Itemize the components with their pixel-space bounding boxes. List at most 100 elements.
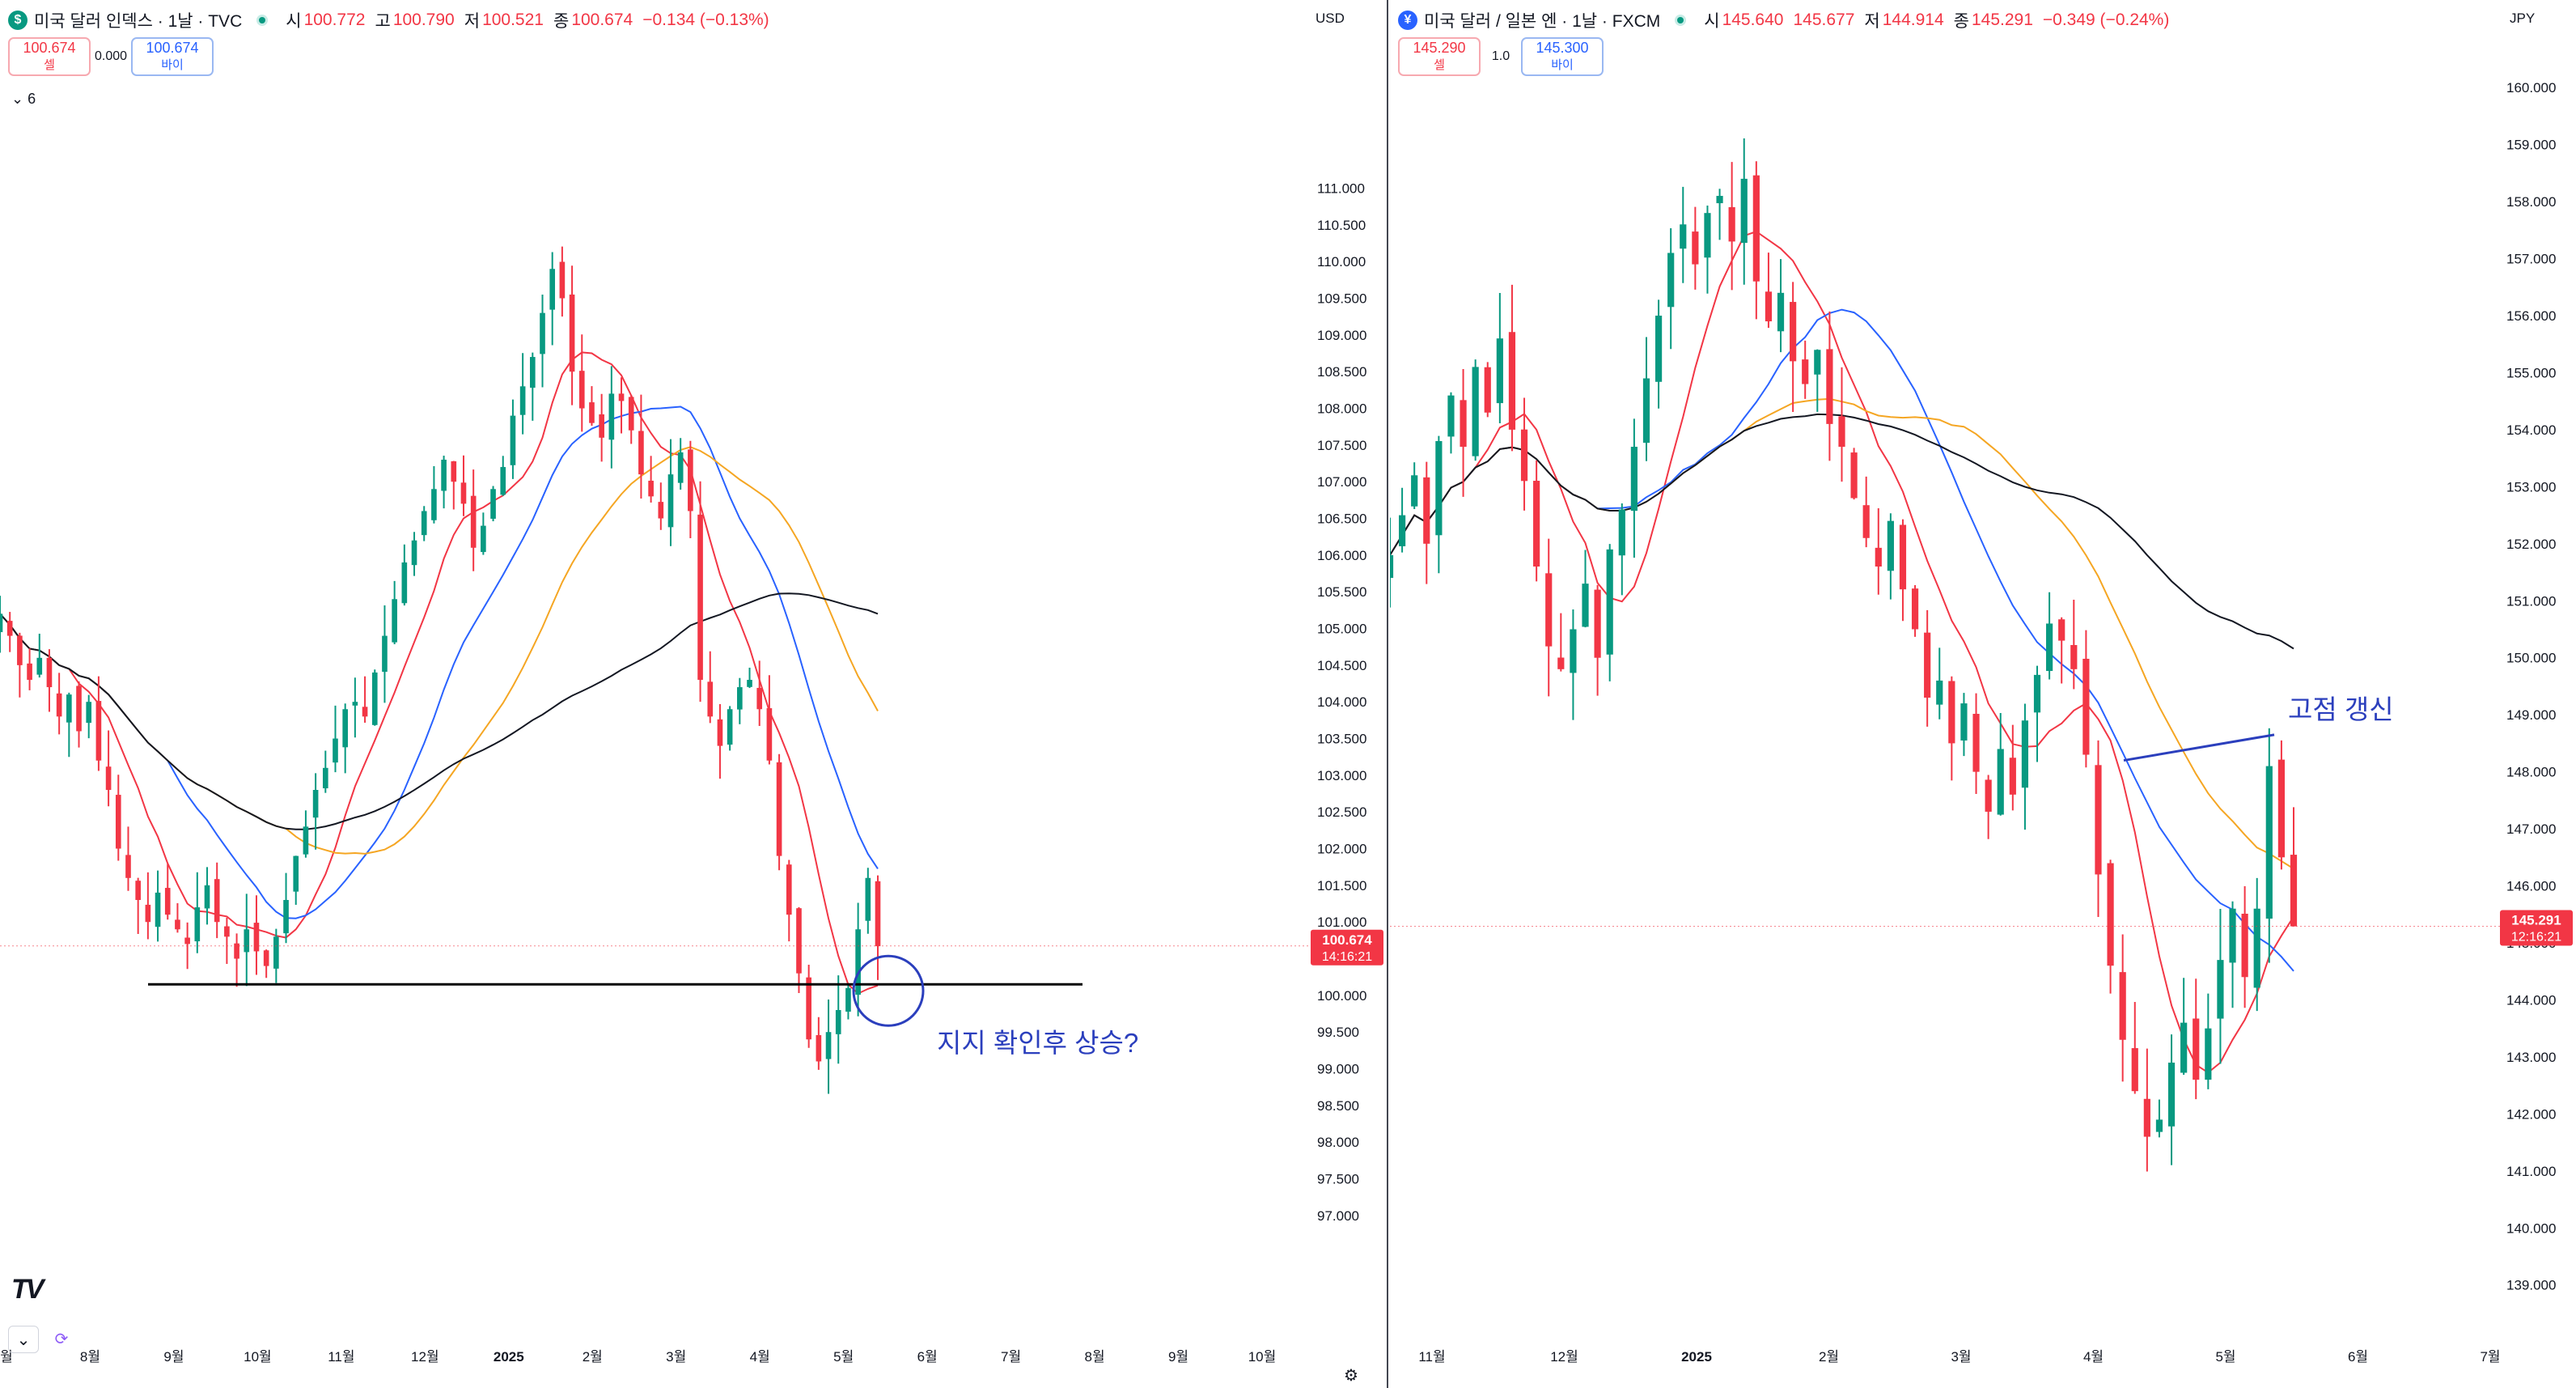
candle: [1496, 292, 1503, 424]
candle: [263, 949, 269, 978]
new-high-annotation[interactable]: 고점 갱신: [2288, 694, 2394, 724]
symbol-title[interactable]: 미국 달러 / 일본 엔 · 1날 · FXCM: [1424, 12, 1661, 31]
y-axis-tick-label: 159.000: [2506, 138, 2556, 153]
sell-button[interactable]: 145.290 셀: [1398, 37, 1481, 76]
candle-body: [352, 702, 358, 706]
sell-button[interactable]: 100.674 셀: [8, 37, 91, 76]
candle-body: [1704, 213, 1711, 258]
candle-body: [95, 701, 102, 761]
candle: [0, 596, 3, 653]
candle: [1472, 359, 1479, 461]
candle-body: [1630, 447, 1638, 511]
last-price-tag: [1311, 929, 1383, 966]
y-axis-tick-label: 139.000: [2506, 1278, 2556, 1293]
candle: [529, 352, 536, 421]
spread-value: 0.000: [94, 49, 128, 63]
candle: [1997, 712, 2004, 816]
candle: [707, 651, 714, 724]
tradingview-logo-icon[interactable]: TV: [11, 1274, 44, 1305]
candle-body: [578, 371, 585, 409]
candle-body: [1924, 632, 1931, 698]
settings-gear-icon[interactable]: ⚙: [1344, 1366, 1358, 1385]
sync-icon[interactable]: ⟳: [54, 1330, 69, 1348]
candle: [677, 438, 684, 490]
candle: [2046, 592, 2053, 680]
candle-body: [776, 762, 782, 856]
y-axis-tick-label: 100.000: [1317, 988, 1366, 1004]
candle-body: [559, 261, 566, 299]
last-price-tag-text: 100.674: [1322, 932, 1372, 948]
candle: [845, 984, 851, 1020]
candle-body: [1692, 231, 1699, 265]
quote-widget: 145.290 셀 1.0 145.300 바이: [1398, 37, 1604, 76]
candle-body: [27, 663, 32, 680]
candle-body: [1582, 584, 1589, 627]
countdown-tag-text: 14:16:21: [1322, 950, 1372, 964]
candle-body: [263, 950, 269, 966]
candle: [1777, 259, 1785, 353]
candle: [2241, 885, 2248, 1008]
candle: [2193, 978, 2200, 1100]
y-axis-tick-label: 101.000: [1317, 915, 1366, 930]
usdjpy-chart-panel[interactable]: 139.000 140.000 141.000 142.000 143.000 144.0…: [1390, 0, 2576, 1388]
currency-button[interactable]: JPY: [2510, 11, 2536, 26]
candle-body: [1899, 524, 1907, 590]
indicators-toggle[interactable]: ⌄ 6: [11, 91, 36, 108]
candle: [382, 605, 388, 703]
candle: [451, 461, 457, 510]
candle-body: [371, 672, 378, 725]
moving-average-line-ma20: [0, 351, 879, 995]
candle-body: [1826, 349, 1833, 424]
close-label: 종: [553, 12, 570, 31]
candle: [1960, 693, 1968, 757]
candle-body: [766, 708, 773, 761]
candle: [1899, 519, 1907, 622]
dxy-chart-panel[interactable]: 97.000 97.500 98.000 98.500 99.000 99.500 100.…: [0, 0, 1388, 1388]
candle: [1875, 508, 1882, 595]
candle-body: [1435, 441, 1443, 536]
symbol-legend: $ 미국 달러 인덱스 · 1날 · TVC 시 100.772 고 100.790…: [8, 8, 779, 32]
candle-body: [1911, 588, 1919, 630]
candle: [559, 246, 566, 317]
candle: [135, 877, 141, 934]
candle: [76, 681, 82, 748]
chevron-down-icon[interactable]: ⌄: [8, 1326, 39, 1353]
usdjpy-chart-canvas[interactable]: 139.000 140.000 141.000 142.000 143.000 144.0…: [1390, 0, 2576, 1388]
candle: [273, 928, 279, 983]
candle: [411, 532, 417, 576]
candle-body: [115, 795, 121, 849]
support-annotation[interactable]: 지지 확인후 상승?: [937, 1028, 1139, 1058]
candle-body: [1390, 554, 1394, 579]
candle: [1862, 476, 1870, 548]
candle: [2131, 1001, 2138, 1094]
candle-body: [519, 386, 526, 415]
candle-body: [194, 907, 201, 942]
candle: [519, 353, 526, 435]
y-axis-tick-label: 97.000: [1317, 1208, 1359, 1224]
candle: [1594, 584, 1601, 696]
y-axis-tick-label: 150.000: [2506, 651, 2556, 666]
candle: [2143, 1048, 2150, 1172]
candle-body: [1618, 509, 1625, 556]
y-axis-tick-label: 109.000: [1317, 328, 1366, 343]
sell-price: 145.290: [1413, 40, 1466, 56]
candle: [460, 455, 467, 516]
dxy-chart-canvas[interactable]: 97.000 97.500 98.000 98.500 99.000 99.500 100.…: [0, 0, 1388, 1388]
buy-button[interactable]: 145.300 바이: [1521, 37, 1604, 76]
candle-body: [1642, 378, 1650, 444]
candle-body: [1985, 779, 1992, 812]
candle: [293, 855, 299, 905]
candle: [1838, 367, 1845, 482]
candle-body: [1411, 475, 1418, 507]
candle-body: [1606, 549, 1613, 655]
buy-button[interactable]: 100.674 바이: [131, 37, 214, 76]
candle: [224, 917, 230, 965]
currency-button[interactable]: USD: [1316, 11, 1345, 26]
moving-average-line-ma100: [0, 446, 879, 855]
candle-body: [253, 923, 260, 952]
symbol-title[interactable]: 미국 달러 인덱스 · 1날 · TVC: [34, 12, 243, 31]
high-value: 145.677: [1793, 11, 1855, 29]
candle-body: [2180, 1022, 2188, 1073]
candle-body: [66, 694, 72, 723]
candle-body: [2265, 766, 2273, 919]
